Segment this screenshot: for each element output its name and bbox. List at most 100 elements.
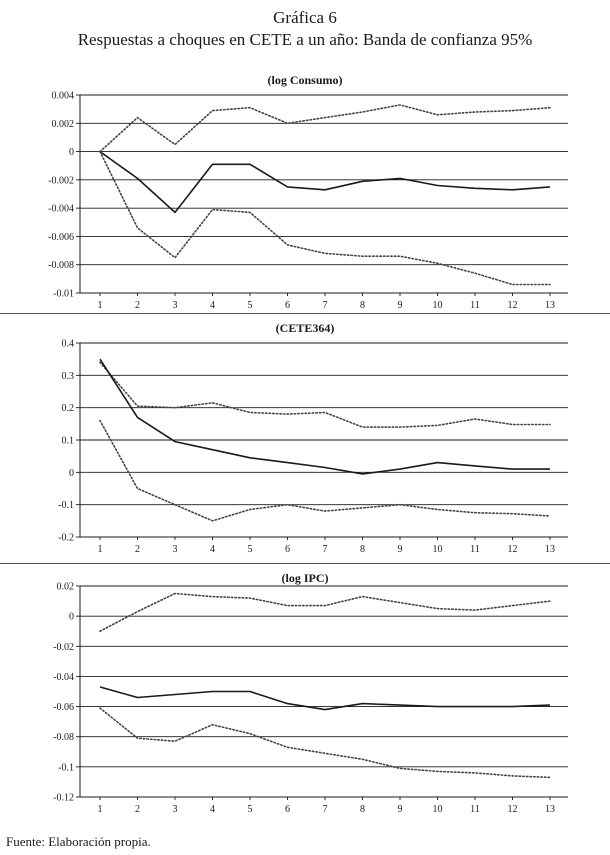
data-point-response — [549, 186, 550, 187]
y-tick-label: 0.1 — [62, 436, 75, 447]
data-point-lower — [437, 771, 438, 772]
data-point-upper — [324, 605, 325, 606]
data-point-lower — [99, 151, 100, 152]
data-point-lower — [287, 504, 288, 505]
x-tick-label: 12 — [508, 804, 518, 815]
data-point-response — [362, 703, 363, 704]
data-point-response — [324, 189, 325, 190]
series-line-response — [99, 150, 551, 214]
x-tick-label: 1 — [98, 804, 103, 815]
data-point-upper — [99, 362, 100, 363]
chart-title: (CETE364) — [276, 321, 335, 335]
series-line-response — [99, 358, 550, 475]
x-tick-label: 10 — [433, 804, 443, 815]
data-point-lower — [212, 209, 213, 210]
data-point-response — [399, 704, 400, 705]
data-point-upper — [399, 104, 400, 105]
x-tick-label: 4 — [210, 804, 215, 815]
data-point-upper — [249, 597, 250, 598]
data-point-response — [137, 697, 138, 698]
data-point-lower — [287, 244, 288, 245]
data-point-upper — [362, 426, 363, 427]
data-point-response — [474, 188, 475, 189]
x-tick-label: 3 — [173, 544, 178, 555]
data-point-lower — [399, 504, 400, 505]
data-point-response — [174, 441, 175, 442]
data-point-response — [437, 706, 438, 707]
figure-source: Fuente: Elaboración propia. — [6, 834, 151, 849]
data-point-lower — [174, 741, 175, 742]
x-tick-label: 1 — [98, 544, 103, 555]
data-point-lower — [137, 227, 138, 228]
y-tick-label: -0.08 — [53, 732, 74, 743]
x-tick-label: 2 — [135, 804, 140, 815]
data-point-response — [249, 457, 250, 458]
data-point-upper — [137, 117, 138, 118]
y-tick-label: 0.004 — [52, 91, 75, 102]
data-point-response — [287, 703, 288, 704]
x-tick-label: 11 — [470, 804, 480, 815]
data-point-upper — [212, 110, 213, 111]
chart-title: (log IPC) — [282, 571, 329, 585]
figure-subtitle: Respuestas a choques en CETE a un año: B… — [77, 30, 533, 49]
x-tick-label: 10 — [433, 300, 443, 311]
y-tick-label: -0.12 — [53, 793, 74, 804]
data-point-upper — [549, 600, 550, 601]
data-point-upper — [474, 111, 475, 112]
data-point-upper — [249, 412, 250, 413]
y-tick-label: 0 — [69, 612, 74, 623]
x-tick-label: 13 — [545, 544, 555, 555]
series-line-upper — [99, 104, 551, 153]
x-tick-label: 9 — [398, 544, 403, 555]
data-point-upper — [287, 123, 288, 124]
data-point-upper — [137, 611, 138, 612]
x-tick-label: 9 — [398, 300, 403, 311]
x-tick-label: 2 — [135, 544, 140, 555]
data-point-upper — [174, 593, 175, 594]
data-point-lower — [512, 513, 513, 514]
data-point-upper — [174, 407, 175, 408]
x-tick-label: 11 — [470, 300, 480, 311]
x-tick-label: 10 — [433, 544, 443, 555]
y-tick-label: -0.2 — [58, 533, 74, 544]
x-tick-label: 5 — [248, 300, 253, 311]
x-tick-label: 7 — [323, 300, 328, 311]
data-point-response — [174, 694, 175, 695]
data-point-response — [287, 186, 288, 187]
data-point-response — [512, 469, 513, 470]
data-point-lower — [324, 753, 325, 754]
y-tick-label: 0 — [69, 468, 74, 479]
x-tick-label: 12 — [508, 544, 518, 555]
data-point-response — [474, 465, 475, 466]
x-tick-label: 3 — [173, 300, 178, 311]
series-line-upper — [99, 361, 551, 428]
data-point-lower — [549, 777, 550, 778]
data-point-upper — [174, 144, 175, 145]
data-point-upper — [362, 596, 363, 597]
data-point-lower — [212, 724, 213, 725]
data-point-response — [512, 189, 513, 190]
data-point-upper — [474, 610, 475, 611]
data-point-response — [549, 704, 550, 705]
data-point-lower — [437, 509, 438, 510]
series-line-lower — [99, 150, 551, 286]
x-tick-label: 4 — [210, 300, 215, 311]
data-point-response — [249, 691, 250, 692]
data-point-lower — [324, 511, 325, 512]
data-point-response — [474, 706, 475, 707]
x-tick-label: 7 — [323, 804, 328, 815]
series-line-lower — [99, 707, 551, 779]
x-tick-label: 6 — [285, 300, 290, 311]
data-point-upper — [287, 605, 288, 606]
y-tick-label: -0.04 — [53, 672, 74, 683]
data-point-response — [99, 359, 100, 360]
data-point-lower — [249, 509, 250, 510]
data-point-lower — [437, 263, 438, 264]
data-point-upper — [512, 424, 513, 425]
data-point-response — [362, 473, 363, 474]
data-point-upper — [512, 110, 513, 111]
x-tick-label: 5 — [248, 804, 253, 815]
x-tick-label: 6 — [285, 544, 290, 555]
data-point-response — [549, 469, 550, 470]
data-point-upper — [212, 596, 213, 597]
